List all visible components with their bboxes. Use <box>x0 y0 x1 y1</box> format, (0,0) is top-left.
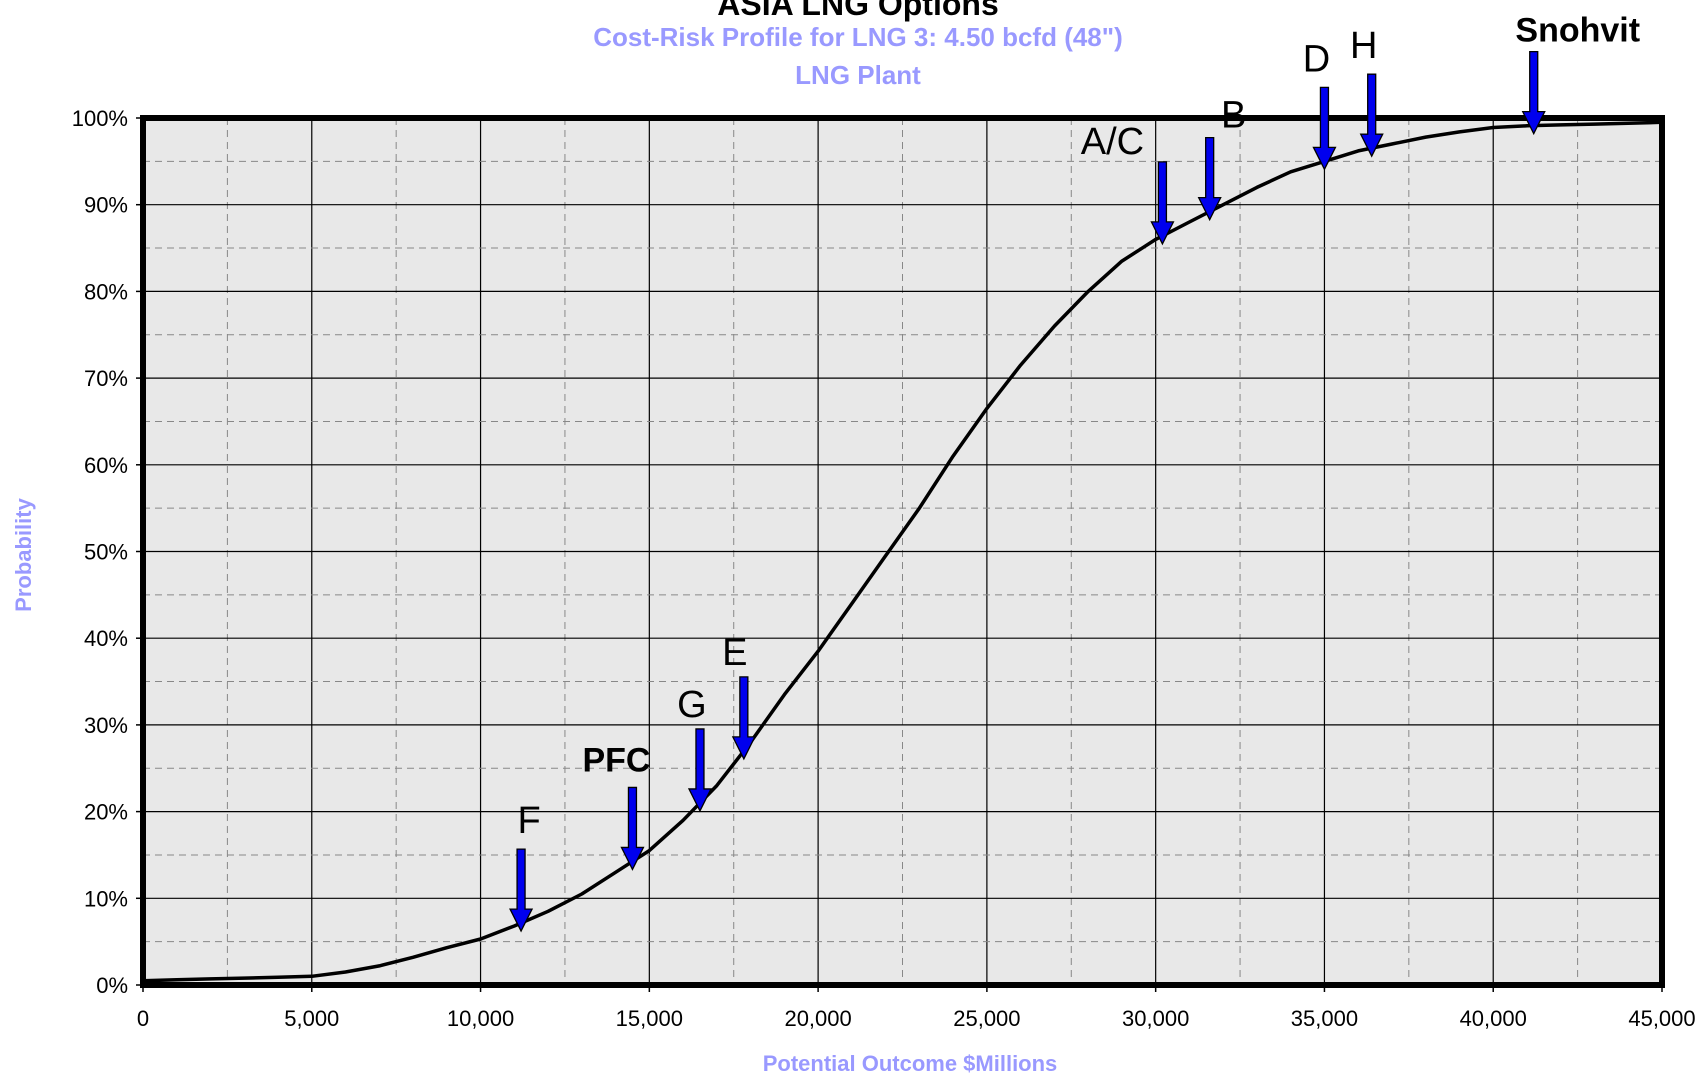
chart-subtitle-secondary: LNG Plant <box>795 60 921 90</box>
arrow-shape <box>620 786 645 871</box>
y-tick-label: 20% <box>84 800 128 825</box>
y-tick-label: 30% <box>84 713 128 738</box>
marker-label: B <box>1221 95 1246 137</box>
y-axis-ticks: 0% 10% 20% 30% 40% 50% 60% 70% 80% 90% 100% <box>72 106 143 998</box>
x-tick-label: 35,000 <box>1291 1006 1358 1031</box>
arrow-shape <box>1521 50 1546 136</box>
y-axis-label: Probability <box>11 497 36 611</box>
x-tick-label: 10,000 <box>447 1006 514 1031</box>
x-tick-label: 15,000 <box>616 1006 683 1031</box>
arrow-shape <box>1197 136 1222 222</box>
arrow-shape <box>1359 73 1384 158</box>
y-tick-label: 50% <box>84 540 128 565</box>
chart-subtitle: Cost-Risk Profile for LNG 3: 4.50 bcfd (… <box>593 22 1123 52</box>
arrow-shape <box>687 728 713 813</box>
x-axis-label: Potential Outcome $Millions <box>763 1051 1058 1075</box>
option-markers: F PFC GE A/C B D H Snohvit <box>509 12 1640 933</box>
chart-title: ASIA LNG Options <box>717 0 998 22</box>
arrow-shape <box>1150 161 1175 246</box>
marker-label: G <box>677 684 707 726</box>
marker-arrow-b: B <box>1197 95 1246 222</box>
x-tick-label: 5,000 <box>284 1006 339 1031</box>
y-tick-label: 80% <box>84 279 128 304</box>
arrow-shape <box>731 676 756 761</box>
marker-arrow-f: F <box>509 800 541 933</box>
marker-arrow-d: D <box>1303 38 1337 171</box>
y-tick-label: 70% <box>84 366 128 391</box>
marker-label: A/C <box>1081 121 1144 163</box>
y-tick-label: 90% <box>84 193 128 218</box>
marker-label: PFC <box>582 741 650 779</box>
marker-arrow-g: G <box>677 684 713 813</box>
marker-arrow-e: E <box>722 632 756 761</box>
marker-label: E <box>722 632 747 674</box>
arrow-shape <box>509 848 534 933</box>
y-tick-label: 0% <box>96 973 128 998</box>
x-tick-label: 20,000 <box>784 1006 851 1031</box>
marker-arrow-a-c: A/C <box>1081 121 1175 246</box>
marker-arrow-pfc: PFC <box>582 741 650 871</box>
x-tick-label: 25,000 <box>953 1006 1020 1031</box>
y-tick-label: 40% <box>84 626 128 651</box>
marker-label: F <box>517 800 540 842</box>
marker-label: D <box>1303 38 1330 80</box>
y-tick-label: 10% <box>84 886 128 911</box>
x-tick-label: 45,000 <box>1628 1006 1695 1031</box>
marker-label: H <box>1350 25 1377 67</box>
y-tick-label: 100% <box>72 106 128 131</box>
x-tick-label: 30,000 <box>1122 1006 1189 1031</box>
x-axis-ticks: 0 5,000 10,000 15,000 20,000 25,000 30,000 35,0… <box>137 985 1696 1031</box>
arrow-shape <box>1312 86 1337 171</box>
probability-curve <box>142 120 1663 983</box>
marker-arrow-snohvit: Snohvit <box>1515 12 1640 136</box>
x-tick-label: 0 <box>137 1006 149 1031</box>
gridlines <box>143 118 1662 985</box>
marker-arrow-h: H <box>1350 25 1384 158</box>
y-tick-label: 60% <box>84 453 128 478</box>
marker-label: Snohvit <box>1515 12 1640 50</box>
x-tick-label: 40,000 <box>1460 1006 1527 1031</box>
